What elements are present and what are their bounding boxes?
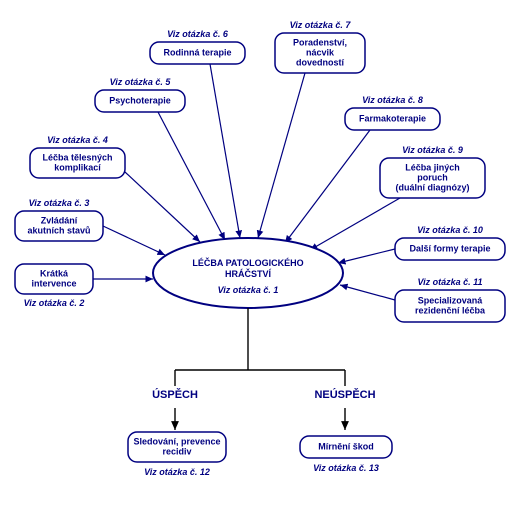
node-n10: Další formy terapie Viz otázka č. 10	[395, 225, 505, 260]
node-n4: komplikacíLéčba tělesných Viz otázka č. 4	[30, 135, 125, 178]
node-n11: rezidenční léčbaSpecializovaná Viz otázka…	[395, 277, 505, 322]
caption-n8: Viz otázka č. 8	[362, 95, 423, 105]
branch-label-left: ÚSPĚCH	[152, 388, 198, 401]
caption-n3: Viz otázka č. 3	[29, 198, 90, 208]
svg-text:Psychoterapie: Psychoterapie	[109, 95, 171, 105]
svg-text:dovedností: dovedností	[296, 57, 345, 67]
edge-n5	[158, 112, 225, 240]
caption-n6: Viz otázka č. 6	[167, 29, 229, 39]
caption-n11: Viz otázka č. 11	[417, 277, 482, 287]
edge-n8	[285, 130, 370, 243]
svg-text:HRÁČSTVÍ: HRÁČSTVÍ	[225, 268, 272, 279]
edge-n6	[210, 64, 240, 238]
node-n8: Farmakoterapie Viz otázka č. 8	[345, 95, 440, 130]
svg-text:Sledování, prevence: Sledování, prevence	[133, 436, 220, 446]
svg-text:nácvik: nácvik	[306, 47, 335, 57]
node-n9: (duální diagnózy)poruchLéčba jiných Viz o…	[380, 145, 485, 198]
caption-n2: Viz otázka č. 2	[24, 298, 85, 308]
svg-text:akutních stavů: akutních stavů	[27, 225, 90, 235]
svg-text:poruch: poruch	[417, 172, 448, 182]
node-n2: intervenceKrátká Viz otázka č. 2	[15, 264, 93, 308]
edge-n7	[258, 73, 305, 238]
caption-n10: Viz otázka č. 10	[417, 225, 483, 235]
svg-text:komplikací: komplikací	[54, 162, 101, 172]
svg-text:Farmakoterapie: Farmakoterapie	[359, 113, 426, 123]
edge-n10	[338, 249, 395, 263]
svg-text:Léčba jiných: Léčba jiných	[405, 162, 460, 172]
center-node: HRÁČSTVÍLÉČBA PATOLOGICKÉHO Viz otázka č.…	[153, 238, 343, 308]
branch-label-right: NEÚSPĚCH	[314, 388, 375, 401]
svg-text:LÉČBA PATOLOGICKÉHO: LÉČBA PATOLOGICKÉHO	[192, 257, 303, 268]
edge-n11	[340, 285, 395, 300]
svg-text:Mírnění škod: Mírnění škod	[318, 441, 374, 451]
caption-n9: Viz otázka č. 9	[402, 145, 463, 155]
svg-text:intervence: intervence	[31, 278, 76, 288]
svg-text:rezidenční léčba: rezidenční léčba	[415, 305, 486, 315]
svg-text:recidiv: recidiv	[162, 446, 191, 456]
svg-text:Specializovaná: Specializovaná	[418, 295, 484, 305]
caption-n4: Viz otázka č. 4	[47, 135, 108, 145]
svg-text:Poradenství,: Poradenství,	[293, 37, 347, 47]
node-n7: dovednostínácvikPoradenství, Viz otázka č…	[275, 20, 365, 73]
node-n5: Psychoterapie Viz otázka č. 5	[95, 77, 185, 112]
svg-text:Léčba tělesných: Léčba tělesných	[42, 152, 112, 162]
caption-n7: Viz otázka č. 7	[290, 20, 352, 30]
svg-text:Krátká: Krátká	[40, 268, 69, 278]
edge-n4	[125, 172, 200, 242]
caption-center: Viz otázka č. 1	[218, 285, 279, 295]
caption-outcome-left: Viz otázka č. 12	[144, 467, 210, 477]
svg-text:(duální diagnózy): (duální diagnózy)	[396, 182, 470, 192]
svg-text:Zvládání: Zvládání	[41, 215, 78, 225]
caption-outcome-right: Viz otázka č. 13	[313, 463, 379, 473]
edge-n9	[310, 198, 400, 250]
node-n3: akutních stavůZvládání Viz otázka č. 3	[15, 198, 103, 241]
svg-text:Další formy terapie: Další formy terapie	[409, 243, 490, 253]
node-n6: Rodinná terapie Viz otázka č. 6	[150, 29, 245, 64]
svg-text:Rodinná terapie: Rodinná terapie	[163, 47, 231, 57]
caption-n5: Viz otázka č. 5	[110, 77, 172, 87]
edge-n3	[103, 226, 165, 255]
